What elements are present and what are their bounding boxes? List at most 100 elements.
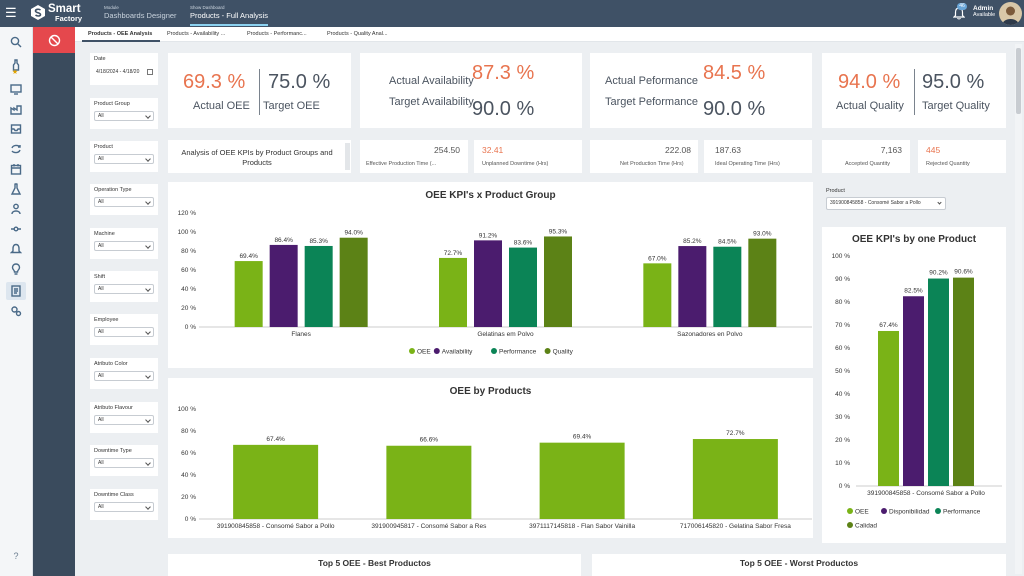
- module-value: Dashboards Designer: [104, 11, 177, 20]
- date-range-input[interactable]: 4/18/2024 - 4/18/20: [96, 69, 140, 75]
- effective-production-card: 254.50 Effective Production Time (...: [360, 140, 468, 173]
- process-icon[interactable]: [9, 222, 23, 236]
- filter-select[interactable]: All: [94, 197, 154, 207]
- dashboard-selector[interactable]: Show Dashboard Products - Full Analysis: [190, 5, 268, 26]
- target-quality-value: 95.0 %: [922, 71, 985, 93]
- tab-performance[interactable]: Products - Performanc...: [247, 31, 307, 37]
- best-products-card: Top 5 OEE - Best Productos: [168, 554, 581, 576]
- filter-label: Shift: [94, 274, 106, 280]
- y-tick-label: 100 %: [832, 253, 851, 260]
- rejected-quantity-card: 445 Rejected Quantity: [918, 140, 1006, 173]
- bar-performance: [713, 246, 742, 327]
- y-tick-label: 10 %: [835, 460, 850, 467]
- avatar[interactable]: [999, 2, 1022, 25]
- analysis-scrollbar[interactable]: [345, 143, 350, 170]
- dashboard-caption: Show Dashboard: [190, 5, 225, 10]
- legend-label: Disponibilidad: [889, 509, 930, 516]
- data-label: 85.3%: [309, 238, 328, 245]
- tab-oee-analysis[interactable]: Products - OEE Analysis: [82, 27, 160, 42]
- product-selector-dropdown[interactable]: 391900845858 - Consomé Sabor a Pollo: [826, 197, 946, 210]
- filter-select[interactable]: All: [94, 371, 154, 381]
- y-tick-label: 40 %: [181, 286, 196, 293]
- kpi-one-product-chart: 0 % 10 % 20 % 30 % 40 % 50 % 60 % 70 % 80 % 90 % 1…: [832, 253, 1002, 530]
- effective-production-label: Effective Production Time (...: [366, 161, 437, 167]
- y-tick-label: 100 %: [178, 229, 197, 236]
- bar-oee: [233, 444, 319, 519]
- page-scrollbar[interactable]: [1015, 44, 1022, 574]
- actual-oee-label: Actual OEE: [193, 100, 250, 112]
- filter-product: Product All: [90, 141, 158, 172]
- legend-marker-oee: [409, 348, 415, 354]
- legend-label: OEE: [417, 349, 431, 356]
- filter-label: Operation Type: [94, 187, 132, 193]
- filter-label: Downtime Class: [94, 492, 134, 498]
- person-icon[interactable]: [9, 202, 23, 216]
- oee-by-products-card: OEE by Products 0 % 20 % 40 % 60 % 80 % 100 %…: [168, 378, 813, 538]
- filter-select[interactable]: All: [94, 241, 154, 251]
- net-production-value: 222.08: [665, 145, 691, 155]
- user-status: Available: [973, 12, 996, 18]
- inbox-icon[interactable]: [9, 122, 23, 136]
- dashboard-icon[interactable]: [6, 282, 26, 300]
- smart-factory-logo-icon: [31, 5, 45, 20]
- filter-atributo-color: Atributo Color All: [90, 358, 158, 389]
- bar-quality: [339, 237, 368, 327]
- category-label: 391900845858 - Consomé Sabor a Pollo: [217, 523, 335, 530]
- help-icon[interactable]: ?: [13, 551, 19, 561]
- monitor-icon[interactable]: [9, 82, 23, 96]
- bottle-icon[interactable]: [9, 58, 23, 72]
- app-logo[interactable]: Smart Factory: [30, 3, 88, 25]
- data-label: 82.5%: [904, 287, 923, 294]
- clear-filters-button[interactable]: [33, 27, 75, 53]
- product-selector-value: 391900845858 - Consomé Sabor a Pollo: [830, 200, 921, 206]
- filter-machine: Machine All: [90, 228, 158, 259]
- legend-marker-availability: [433, 348, 440, 354]
- accepted-quantity-label: Accepted Quantity: [845, 161, 890, 167]
- tab-quality[interactable]: Products - Quality Anal...: [327, 31, 388, 37]
- accepted-quantity-value: 7,163: [880, 145, 902, 155]
- module-selector[interactable]: Module Dashboards Designer: [104, 5, 186, 26]
- filter-select[interactable]: All: [94, 111, 154, 121]
- legend-marker-quality: [544, 348, 551, 354]
- analysis-text-card: Analysis of OEE KPIs by Product Groups a…: [168, 140, 351, 173]
- user-info[interactable]: Admin Available: [973, 5, 995, 19]
- filter-select[interactable]: All: [94, 284, 154, 294]
- filter-select[interactable]: All: [94, 458, 154, 468]
- bar-oee: [692, 439, 778, 519]
- tab-availability[interactable]: Products - Availability ...: [167, 31, 226, 37]
- search-icon[interactable]: [9, 35, 23, 49]
- filter-select[interactable]: All: [94, 502, 154, 512]
- sync-icon[interactable]: [9, 142, 23, 156]
- filter-select[interactable]: All: [94, 154, 154, 164]
- bar-oee: [643, 263, 672, 327]
- top-bar: ☰ Smart Factory Module Dashboards Design…: [0, 0, 1024, 27]
- oee-by-products-chart: 0 % 20 % 40 % 60 % 80 % 100 % 67.4% 39190084585…: [178, 406, 812, 530]
- bar-oee: [386, 445, 472, 519]
- calendar-icon[interactable]: [9, 162, 23, 176]
- bar-quality: [748, 238, 777, 327]
- module-caption: Module: [104, 5, 119, 10]
- target-availability-label: Target Availability: [389, 96, 474, 108]
- actual-availability-value: 87.3 %: [472, 62, 535, 84]
- sidebar: ★ ?: [0, 27, 33, 576]
- y-tick-label: 50 %: [835, 368, 850, 375]
- effective-production-value: 254.50: [434, 145, 460, 155]
- legend-marker-performance: [935, 508, 941, 514]
- calendar-picker-icon[interactable]: [147, 69, 153, 75]
- bell-icon[interactable]: [9, 242, 23, 256]
- rejected-quantity-value: 445: [926, 145, 941, 155]
- kpi-divider: [259, 69, 260, 115]
- filter-select[interactable]: All: [94, 327, 154, 337]
- kpi-one-product-title: OEE KPI's by one Product: [851, 234, 977, 245]
- user-name: Admin: [973, 5, 994, 12]
- filter-select[interactable]: All: [94, 415, 154, 425]
- data-label: 94.0%: [344, 230, 363, 237]
- menu-icon[interactable]: ☰: [5, 5, 17, 20]
- factory-icon[interactable]: [9, 102, 23, 116]
- gears-icon[interactable]: [9, 304, 23, 318]
- data-label: 84.5%: [718, 239, 737, 246]
- filter-shift: Shift All: [90, 271, 158, 302]
- lightbulb-icon[interactable]: [9, 262, 23, 276]
- flask-icon[interactable]: [9, 182, 23, 196]
- scrollbar-thumb[interactable]: [1016, 48, 1021, 114]
